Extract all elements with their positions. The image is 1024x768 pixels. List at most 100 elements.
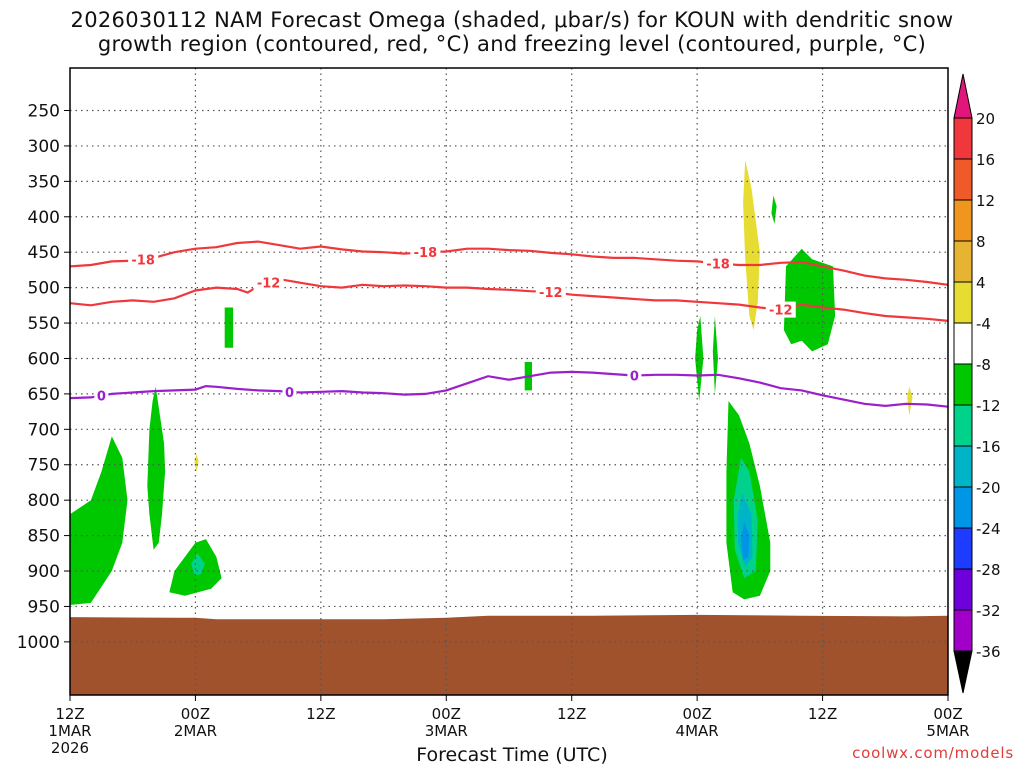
y-tick-label-450: 450 bbox=[28, 243, 60, 263]
contour-label-2-0: 0 bbox=[97, 390, 106, 405]
omega-shaded-region-10 bbox=[712, 316, 718, 394]
contour-label-0-1: -18 bbox=[414, 246, 438, 261]
y-tick-label-1000: 1000 bbox=[17, 633, 60, 653]
y-tick-label-900: 900 bbox=[28, 562, 60, 582]
colorbar-label-9: -20 bbox=[976, 479, 1001, 497]
contour-label-2-2: 0 bbox=[630, 369, 639, 384]
y-tick-label-400: 400 bbox=[28, 208, 60, 228]
x-tick-date-60: 4MAR bbox=[676, 722, 719, 740]
omega-shaded-region-11 bbox=[783, 248, 836, 352]
x-tick-date-84: 5MAR bbox=[926, 722, 969, 740]
colorbar: 20 16 12 8 4 -4 -8 -12 -16 -20 -24 -28 -32 -36 bbox=[953, 73, 1001, 694]
contour-line-1 bbox=[69, 277, 949, 322]
contour-label-bg-1-0 bbox=[253, 274, 284, 291]
colorbar-label-6: -8 bbox=[976, 356, 991, 374]
omega-shaded-region-3 bbox=[191, 553, 205, 575]
chart-title-line-1: 2026030112 NAM Forecast Omega (shaded, μ… bbox=[70, 8, 954, 32]
x-tick-label-84: 00Z bbox=[933, 705, 962, 723]
omega-shaded-region-16 bbox=[907, 386, 913, 416]
colorbar-label-5: -4 bbox=[976, 315, 991, 333]
colorbar-bin-1 bbox=[953, 158, 973, 201]
contour-label-1-1: -12 bbox=[539, 286, 563, 301]
gridlines bbox=[70, 68, 948, 695]
contour-label-0-0: -18 bbox=[131, 253, 155, 268]
contour-label-bg-0-1 bbox=[410, 244, 441, 261]
y-tick-label-850: 850 bbox=[28, 527, 60, 547]
omega-shaded-region-8 bbox=[771, 195, 777, 224]
y-tick-label-500: 500 bbox=[28, 279, 60, 299]
colorbar-bin-11 bbox=[953, 568, 973, 611]
colorbar-label-2: 12 bbox=[976, 192, 995, 210]
omega-shaded-region-5 bbox=[194, 454, 199, 472]
colorbar-label-4: 4 bbox=[976, 274, 986, 292]
y-tick-label-350: 350 bbox=[28, 172, 60, 192]
contour-label-1-2: -12 bbox=[769, 304, 793, 319]
colorbar-label-12: -32 bbox=[976, 602, 1001, 620]
contour-label-bg-2-2 bbox=[627, 367, 642, 384]
contour-lines: -18 -18 -18 -12 -12 -12 0 0 0 bbox=[69, 240, 949, 408]
colorbar-bin-5 bbox=[953, 322, 973, 365]
x-tick-label-72: 12Z bbox=[808, 705, 837, 723]
x-tick-label-60: 00Z bbox=[682, 705, 711, 723]
colorbar-label-8: -16 bbox=[976, 438, 1001, 456]
contour-label-bg-0-0 bbox=[128, 251, 159, 268]
colorbar-bin-12 bbox=[953, 609, 973, 652]
colorbar-label-7: -12 bbox=[976, 397, 1001, 415]
contour-line-0 bbox=[69, 240, 949, 286]
contour-label-bg-2-1 bbox=[282, 383, 297, 400]
x-tick-label-12: 00Z bbox=[181, 705, 210, 723]
x-tick-year-0: 2026 bbox=[51, 739, 89, 757]
y-axis: 250 300 350 400 450 500 550 600 650 700 750 800 850 9… bbox=[17, 102, 70, 653]
x-tick-label-48: 12Z bbox=[557, 705, 586, 723]
x-tick-date-0: 1MAR bbox=[48, 722, 91, 740]
contour-label-1-0: -12 bbox=[257, 277, 281, 292]
contour-label-0-2: -18 bbox=[706, 258, 730, 273]
omega-shaded-region-0 bbox=[70, 436, 128, 605]
y-tick-label-250: 250 bbox=[28, 102, 60, 122]
colorbar-bin-8 bbox=[953, 445, 973, 488]
contour-label-bg-1-1 bbox=[535, 283, 566, 300]
contour-label-bg-2-0 bbox=[94, 387, 109, 404]
y-tick-label-650: 650 bbox=[28, 385, 60, 405]
x-tick-date-36: 3MAR bbox=[425, 722, 468, 740]
colorbar-bin-0 bbox=[953, 117, 973, 160]
y-tick-label-600: 600 bbox=[28, 349, 60, 369]
colorbar-label-1: 16 bbox=[976, 151, 995, 169]
contour-label-bg-1-2 bbox=[765, 301, 796, 318]
terrain-below-ground bbox=[70, 614, 948, 695]
y-tick-label-950: 950 bbox=[28, 597, 60, 617]
colorbar-bottom-arrow bbox=[953, 650, 973, 694]
omega-shaded-region-1 bbox=[147, 386, 166, 550]
colorbar-bin-4 bbox=[953, 281, 973, 324]
y-tick-label-550: 550 bbox=[28, 314, 60, 334]
terrain-fill bbox=[70, 614, 948, 695]
plot-frame bbox=[69, 67, 949, 696]
contour-label-bg-0-2 bbox=[703, 255, 734, 272]
colorbar-bin-6 bbox=[953, 363, 973, 406]
colorbar-bin-7 bbox=[953, 404, 973, 447]
site-credit: coolwx.com/models bbox=[852, 744, 1014, 762]
x-tick-label-36: 00Z bbox=[432, 705, 461, 723]
y-tick-label-300: 300 bbox=[28, 137, 60, 157]
y-tick-label-700: 700 bbox=[28, 420, 60, 440]
omega-shading bbox=[70, 160, 913, 605]
colorbar-bin-10 bbox=[953, 527, 973, 570]
colorbar-label-10: -24 bbox=[976, 520, 1001, 538]
contour-line-2 bbox=[69, 370, 949, 408]
colorbar-label-0: 20 bbox=[976, 110, 995, 128]
colorbar-bin-9 bbox=[953, 486, 973, 529]
omega-shaded-region-4 bbox=[224, 307, 234, 348]
y-tick-label-750: 750 bbox=[28, 456, 60, 476]
colorbar-label-11: -28 bbox=[976, 561, 1001, 579]
contour-label-2-1: 0 bbox=[285, 386, 294, 401]
omega-shaded-region-15 bbox=[741, 521, 750, 561]
x-axis-title: Forecast Time (UTC) bbox=[416, 744, 608, 766]
colorbar-top-arrow bbox=[953, 73, 973, 119]
x-tick-label-24: 12Z bbox=[306, 705, 335, 723]
x-tick-date-12: 2MAR bbox=[174, 722, 217, 740]
colorbar-bin-2 bbox=[953, 199, 973, 242]
y-tick-label-800: 800 bbox=[28, 491, 60, 511]
colorbar-bin-3 bbox=[953, 240, 973, 283]
omega-shaded-region-9 bbox=[695, 316, 704, 401]
